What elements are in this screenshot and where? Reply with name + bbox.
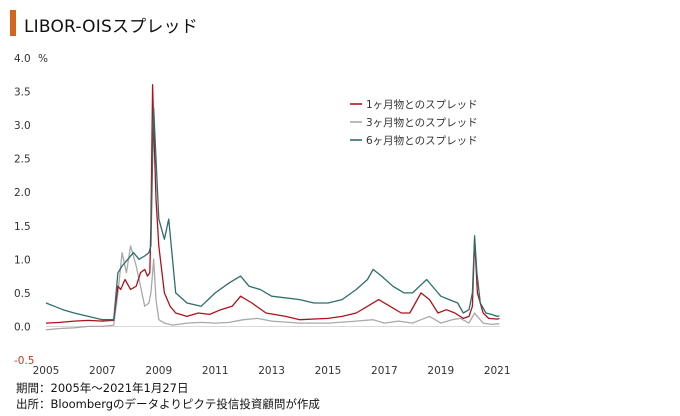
x-tick-label: 2009 (145, 365, 172, 377)
y-tick-label: 3.5 (14, 87, 31, 99)
x-tick-label: 2017 (371, 365, 398, 377)
series-lines (45, 84, 500, 331)
y-tick-label: 3.0 (14, 120, 31, 132)
footer-source: 出所：Bloombergのデータよりピクテ投信投資顧問が作成 (16, 397, 320, 411)
series-line-3 (45, 107, 500, 321)
x-tick-label: 2011 (202, 365, 229, 377)
y-tick-label: 0.5 (14, 288, 31, 300)
x-tick-label: 2007 (89, 365, 116, 377)
x-tick-label: 2013 (258, 365, 285, 377)
legend-label: 1ヶ月物とのスプレッド (366, 98, 478, 111)
legend-label: 3ヶ月物とのスプレッド (366, 116, 478, 129)
legend-label: 6ヶ月物とのスプレッド (366, 134, 478, 147)
page-title: LIBOR-OISスプレッド (24, 17, 198, 37)
y-tick-label: 4.0 (14, 53, 31, 65)
x-tick-label: 2021 (484, 365, 511, 377)
footer-period: 期間：2005年～2021年1月27日 (16, 381, 189, 395)
x-tick-label: 2019 (427, 365, 454, 377)
title-accent-bar (10, 10, 16, 36)
y-axis: 4.0 3.5 3.0 2.5 2.0 1.5 1.0 0.5 0.0 -0.5% (14, 53, 500, 367)
y-tick-label: 0.0 (14, 321, 31, 333)
x-tick-label: 2015 (315, 365, 342, 377)
y-tick-label: 1.5 (14, 221, 31, 233)
x-axis: 2005 2007 2009 2011 2013 2015 2017 2019 2021 (33, 365, 511, 377)
y-axis-unit: % (38, 53, 48, 65)
x-tick-label: 2005 (33, 365, 60, 377)
y-tick-label: -0.5 (14, 355, 35, 367)
y-tick-label: 2.0 (14, 187, 31, 199)
y-tick-label: 2.5 (14, 154, 31, 166)
legend: 1ヶ月物とのスプレッド 3ヶ月物とのスプレッド 6ヶ月物とのスプレッド (350, 98, 478, 147)
y-tick-label: 1.0 (14, 254, 31, 266)
series-line-1 (45, 84, 500, 324)
